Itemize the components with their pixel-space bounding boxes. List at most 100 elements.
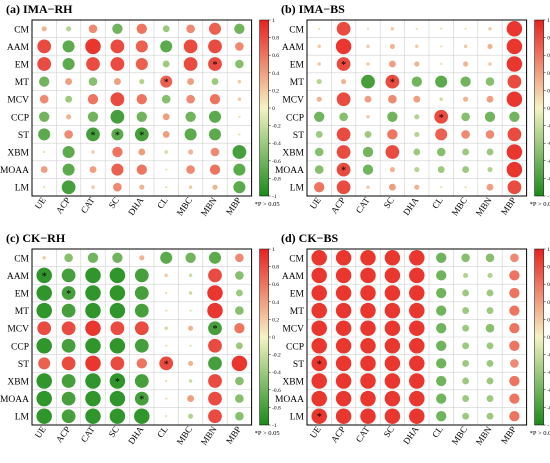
- corr-circle: [159, 356, 174, 371]
- corr-circle: [384, 390, 401, 407]
- column-label: CAT: [79, 424, 97, 444]
- corr-circle: [208, 251, 222, 264]
- row-label: MCV: [7, 325, 29, 335]
- corr-circle: [506, 56, 523, 72]
- corr-circle: [91, 185, 95, 189]
- corr-circle: [362, 164, 374, 175]
- significance-star: *: [42, 271, 47, 282]
- colorbar-tick-label: -0.6: [272, 159, 281, 165]
- significance-star: *: [139, 130, 144, 141]
- significance-star: *: [317, 412, 322, 423]
- corr-circle: [436, 375, 447, 387]
- corr-circle: [160, 251, 173, 264]
- corr-circle: [207, 285, 223, 301]
- corr-circle: [208, 338, 222, 353]
- corr-circle: [364, 130, 372, 138]
- colorbar-tick-label: 0: [547, 335, 550, 341]
- corr-circle: [162, 130, 170, 138]
- corr-circle: [110, 57, 125, 71]
- column-label: MBP: [224, 195, 243, 216]
- corr-circle: [484, 111, 496, 122]
- corr-circle: [388, 94, 397, 104]
- colorbar-tick-label: 0.4: [547, 71, 550, 77]
- corr-circle: [134, 338, 149, 353]
- corr-circle: [185, 252, 196, 263]
- corr-circle: [336, 180, 351, 195]
- column-label: MBN: [199, 424, 219, 447]
- corr-circle: [414, 61, 420, 67]
- significance-star: *: [439, 113, 444, 124]
- corr-circle: [66, 26, 72, 32]
- corr-circle: [232, 145, 247, 159]
- column-label: MBN: [199, 195, 219, 218]
- significance-star: *: [213, 324, 218, 335]
- row-label: EM: [290, 61, 305, 71]
- corr-circle: [436, 323, 447, 334]
- corr-circle: [510, 359, 519, 368]
- corr-circle: [235, 289, 243, 297]
- colorbar: [259, 248, 269, 426]
- corr-circle: [185, 111, 196, 122]
- corr-circle: [436, 252, 447, 263]
- column-label: CL: [155, 424, 170, 439]
- corr-circle: [37, 57, 52, 71]
- corr-circle: [36, 302, 52, 319]
- corr-circle: [189, 344, 192, 347]
- corr-circle: [210, 147, 220, 157]
- corr-circle: [211, 78, 219, 86]
- corr-circle: [335, 355, 352, 372]
- corr-circle: [187, 78, 195, 86]
- corr-circle: [235, 411, 244, 421]
- corr-circle: [235, 342, 243, 350]
- corr-circle: [388, 60, 396, 68]
- corr-circle: [360, 408, 376, 424]
- corr-circle: [414, 184, 420, 190]
- corr-circle: [463, 61, 469, 67]
- corr-circle: [360, 285, 376, 301]
- corr-circle: [463, 272, 469, 278]
- corr-circle: [360, 355, 376, 372]
- corr-circle: [390, 27, 395, 31]
- corr-circle: [65, 95, 73, 103]
- corr-circle: [138, 148, 146, 156]
- colorbar-tick-label: 0.2: [272, 317, 279, 323]
- colorbar-tick-label: 0: [272, 335, 275, 341]
- corr-circle: [314, 165, 324, 174]
- panel-title: (d) CK−BS: [281, 231, 339, 245]
- corr-circle: [439, 97, 443, 101]
- colorbar-tick-label: -0.6: [547, 159, 550, 165]
- colorbar-tick-label: -0.2: [547, 124, 550, 130]
- corr-circle: [234, 323, 245, 334]
- corr-circle: [235, 394, 244, 403]
- row-label: MT: [15, 78, 29, 88]
- corr-circle: [506, 21, 523, 37]
- corr-circle: [435, 75, 448, 88]
- corr-circle: [208, 128, 222, 141]
- corr-circle: [360, 338, 376, 354]
- row-label: LM: [15, 413, 30, 423]
- corr-circle: [486, 377, 494, 385]
- corr-circle: [488, 27, 492, 31]
- corr-circle: [409, 390, 425, 407]
- corr-circle: [234, 23, 245, 34]
- corr-circle: [509, 287, 520, 299]
- significance-note: *P > 0.05: [530, 201, 550, 208]
- corr-circle: [384, 285, 401, 301]
- row-label: CM: [14, 25, 29, 35]
- corr-circle: [110, 356, 125, 371]
- corr-circle: [136, 23, 147, 34]
- corr-circle: [436, 340, 447, 351]
- corr-circle: [311, 390, 327, 407]
- corr-circle: [314, 182, 325, 193]
- corr-circle: [384, 250, 401, 266]
- corr-circle: [462, 377, 470, 385]
- corr-circle: [311, 408, 327, 424]
- column-label: DHA: [126, 424, 146, 446]
- corr-circle: [61, 338, 76, 353]
- corr-circle: [188, 413, 194, 419]
- corr-circle: [42, 256, 46, 260]
- corr-circle: [414, 167, 420, 173]
- corr-circle: [335, 250, 352, 266]
- corr-circle: [510, 253, 519, 263]
